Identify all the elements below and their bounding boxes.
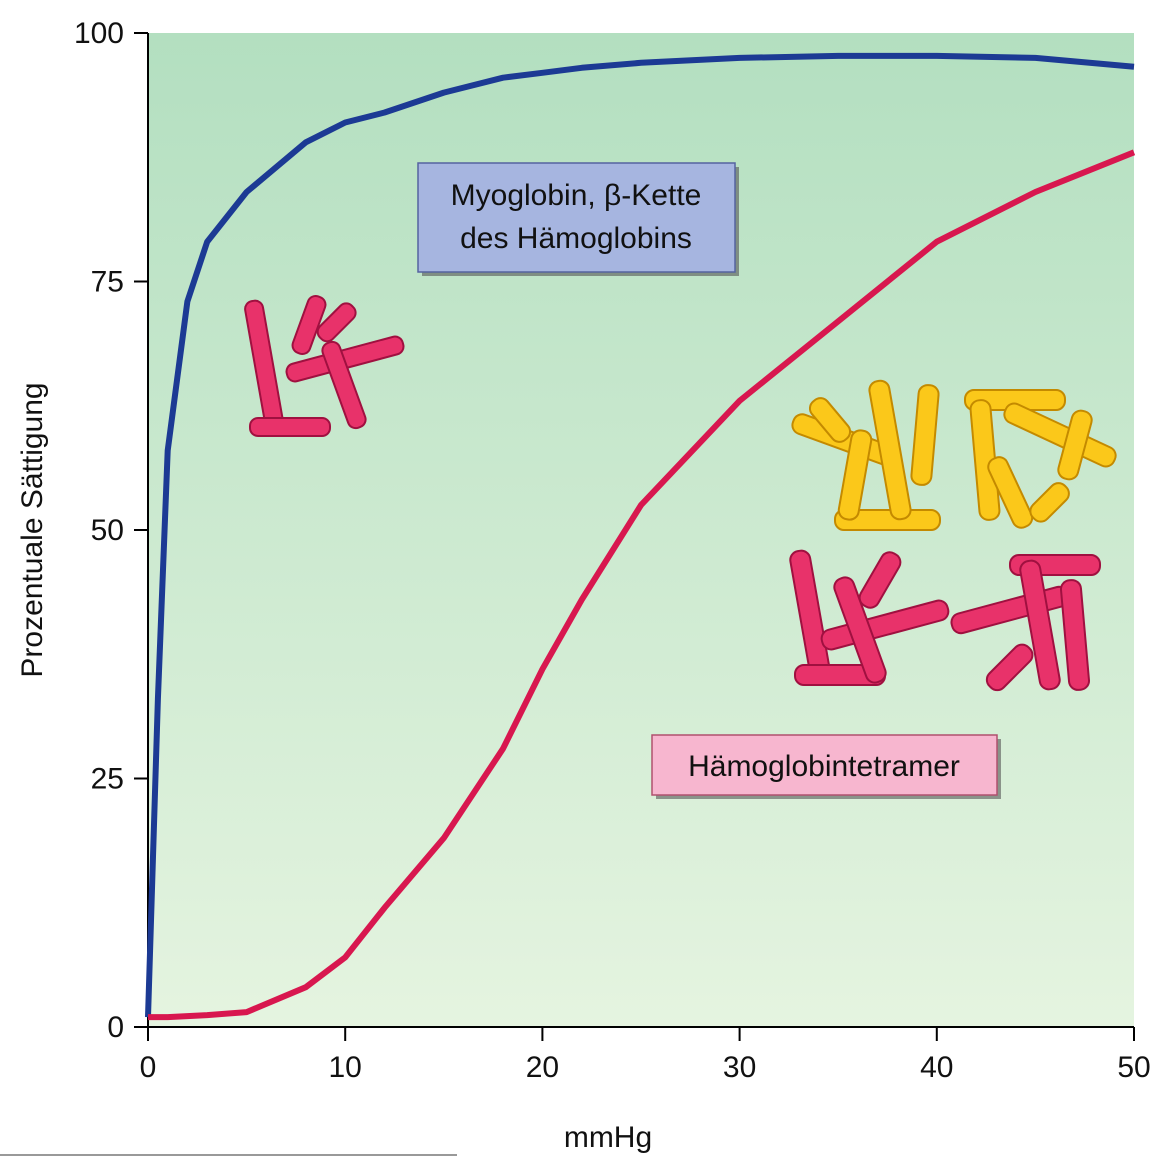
y-tick-label: 100 [74,17,124,50]
annotation: Hämoglobintetramer [651,734,1001,799]
x-tick-label: 20 [526,1051,559,1084]
curve [148,149,1136,1021]
curve [145,52,1135,1018]
x-tick-label: 40 [920,1051,953,1084]
annotation-text: Myoglobin, β-Kette [451,179,702,212]
y-tick-label: 50 [91,514,124,547]
annotation-text: des Hämoglobins [460,222,692,255]
annotation-box [651,734,998,796]
molecule-illustrations [244,294,1117,692]
x-tick-label: 10 [329,1051,362,1084]
x-tick-label: 0 [140,1051,157,1084]
x-tick-label: 50 [1117,1051,1150,1084]
annotation: Myoglobin, β-Kette des Hämoglobins [417,162,739,276]
annotation-text: Hämoglobintetramer [688,750,960,783]
annotation-box [417,162,736,273]
x-axis-label: mmHg [564,1121,652,1154]
y-tick-label: 0 [107,1011,124,1044]
y-tick-label: 25 [91,763,124,796]
y-axis-label: Prozentuale Sättigung [16,382,49,677]
x-tick-label: 30 [723,1051,756,1084]
y-tick-label: 75 [91,266,124,299]
